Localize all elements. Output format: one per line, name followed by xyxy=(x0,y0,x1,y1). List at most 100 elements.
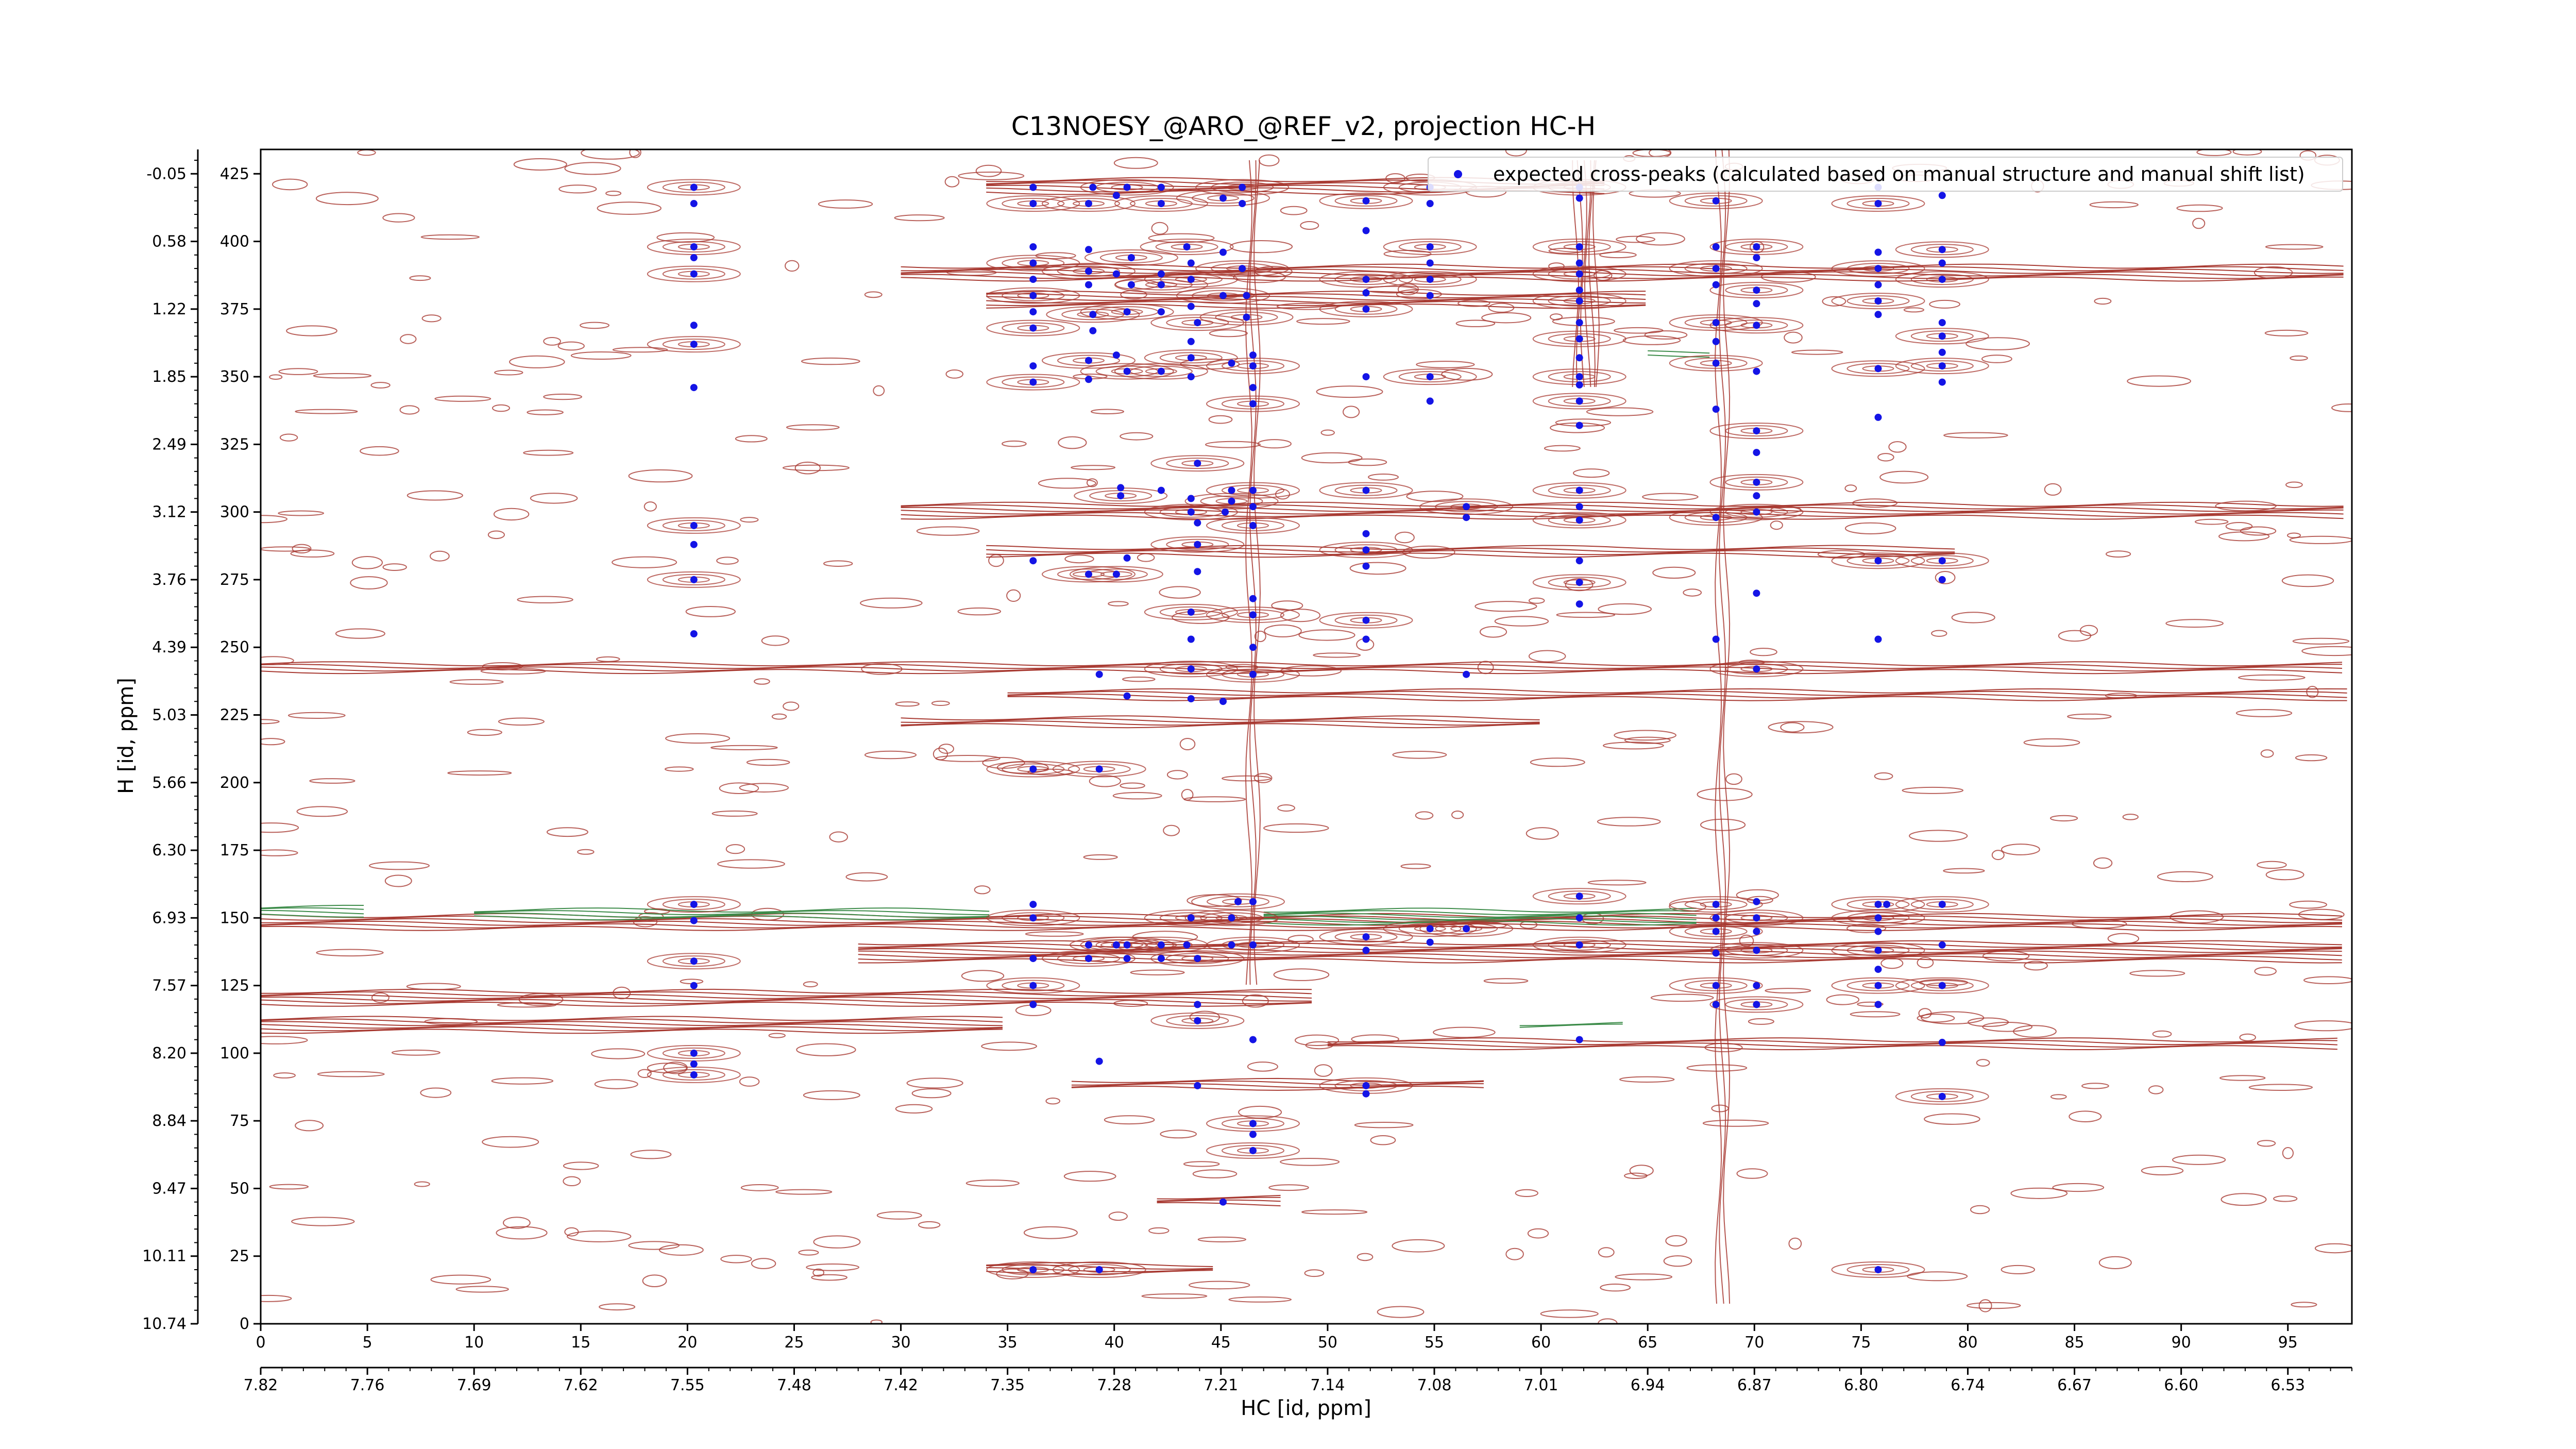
peak-contour xyxy=(1684,317,1748,329)
noise-contour xyxy=(1280,609,1320,622)
cross-peak-marker xyxy=(1157,308,1165,316)
noise-contour xyxy=(1844,522,1896,535)
peak-contour xyxy=(1831,1261,1925,1278)
noise-contour xyxy=(1624,1172,1648,1180)
cross-peak-marker xyxy=(1463,503,1470,511)
cross-peak-marker xyxy=(1712,338,1720,345)
cross-peak-marker xyxy=(1183,941,1191,949)
noise-contour xyxy=(740,517,759,523)
noise-contour xyxy=(1616,235,1656,243)
noise-contour xyxy=(1181,789,1194,801)
noise-contour xyxy=(1141,1293,1208,1299)
negative-contour-band xyxy=(1648,355,1710,358)
peak-contour xyxy=(1222,609,1284,621)
noise-contour xyxy=(739,783,789,793)
noise-contour xyxy=(509,355,565,368)
noise-contour xyxy=(1597,817,1661,827)
noise-contour xyxy=(2292,637,2350,645)
cross-peak-marker xyxy=(1362,562,1370,570)
y-ppm-tick-label: 3.76 xyxy=(152,571,187,589)
cross-peak-marker xyxy=(1249,351,1257,359)
cross-peak-marker xyxy=(1712,982,1720,989)
cross-peak-marker xyxy=(1112,192,1120,199)
cross-peak-marker xyxy=(1874,1001,1882,1008)
noise-contour xyxy=(350,576,388,589)
peak-contour xyxy=(662,268,725,280)
cross-peak-marker xyxy=(1249,644,1257,651)
peak-contour xyxy=(1709,503,1804,520)
x-ppm-tick-label: 7.01 xyxy=(1524,1376,1558,1394)
noise-contour xyxy=(279,433,298,442)
noise-contour xyxy=(399,405,420,415)
peak-contour xyxy=(1150,455,1245,472)
peak-contour xyxy=(1895,328,1989,345)
noise-contour xyxy=(1320,429,1335,436)
noise-contour xyxy=(1120,290,1147,299)
peak-contour xyxy=(1192,192,1255,204)
noise-contour xyxy=(818,199,873,209)
cross-peak-marker xyxy=(1712,243,1720,250)
peak-contour xyxy=(1831,977,1925,994)
cross-peak-marker xyxy=(1575,600,1583,608)
noise-contour xyxy=(1929,299,1960,309)
y-tick-label: 275 xyxy=(220,571,249,589)
noise-contour xyxy=(710,745,778,751)
y-ppm-tick-label: -0.05 xyxy=(146,165,187,183)
cross-peak-marker xyxy=(1249,1131,1257,1138)
x-ppm-tick-label: 6.60 xyxy=(2164,1376,2198,1394)
cross-peak-marker xyxy=(1157,955,1165,963)
cross-peak-marker xyxy=(1029,200,1037,207)
cross-peak-marker xyxy=(1753,478,1760,486)
peak-contour xyxy=(1709,996,1804,1013)
noise-contour xyxy=(2295,754,2328,762)
peak-contour xyxy=(1144,909,1238,926)
cross-peak-marker xyxy=(1575,259,1583,267)
peak-contour xyxy=(1114,195,1208,212)
cross-peak-marker xyxy=(1089,183,1097,191)
x-ppm-tick-label: 7.08 xyxy=(1417,1376,1452,1394)
noise-contour xyxy=(558,184,597,194)
noise-contour xyxy=(2044,483,2062,496)
cross-peak-marker xyxy=(1089,311,1097,318)
peak-contour xyxy=(1080,304,1174,321)
cross-peak-marker xyxy=(1194,319,1201,327)
noise-contour xyxy=(2089,201,2139,209)
noise-contour xyxy=(1624,736,1671,744)
noise-contour xyxy=(717,859,785,869)
cross-peak-marker xyxy=(1938,576,1946,583)
noise-contour xyxy=(1122,677,1156,682)
x-ppm-tick-label: 7.14 xyxy=(1311,1376,1345,1394)
positive-contour-band xyxy=(986,550,1955,555)
noise-contour xyxy=(716,557,739,565)
positive-contour-band xyxy=(261,991,1312,997)
positive-contour-band xyxy=(261,1016,1003,1021)
noise-contour xyxy=(272,178,308,191)
cross-peak-marker xyxy=(1712,901,1720,908)
peak-contour xyxy=(662,1047,725,1059)
noise-contour xyxy=(811,1274,848,1281)
x-tick-label: 45 xyxy=(1211,1334,1231,1352)
noise-contour xyxy=(1400,863,1431,869)
positive-contour-band xyxy=(261,1026,1003,1032)
noise-contour xyxy=(1455,319,1496,327)
cross-peak-marker xyxy=(1157,486,1165,494)
noise-contour xyxy=(965,1180,1020,1187)
peak-contour xyxy=(1002,980,1065,991)
noise-contour xyxy=(1023,1226,1078,1239)
noise-contour xyxy=(1483,978,1529,984)
y-ppm-tick-label: 1.22 xyxy=(152,300,187,318)
cross-peak-marker xyxy=(1575,503,1583,511)
cross-peak-marker xyxy=(1157,281,1165,289)
cross-peak-marker xyxy=(1362,1082,1370,1089)
positive-contour-band xyxy=(901,512,2344,517)
peak-contour xyxy=(1548,395,1611,407)
y-ppm-tick-label: 8.20 xyxy=(152,1044,187,1063)
peak-contour xyxy=(1910,244,1974,256)
positive-contour-band xyxy=(261,1023,1003,1029)
peak-contour xyxy=(1846,295,1910,307)
peak-contour xyxy=(1080,363,1174,380)
noise-contour xyxy=(1120,782,1145,789)
peak-contour xyxy=(1002,763,1065,775)
peak-contour xyxy=(1002,290,1065,301)
